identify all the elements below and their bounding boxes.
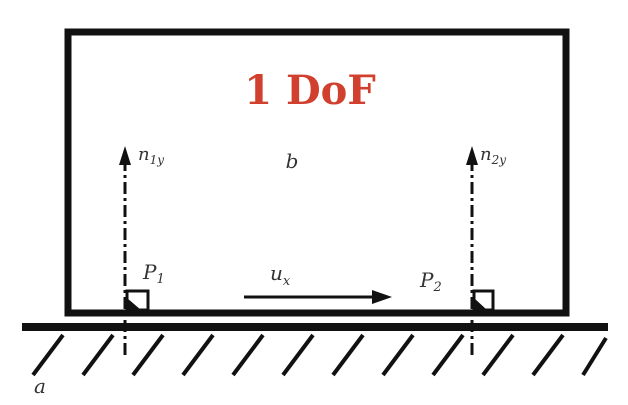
point-1-label-sub: 1 <box>156 272 164 287</box>
displacement-arrowhead <box>372 290 392 304</box>
title-text: 1 DoF <box>244 67 376 114</box>
normal-1-label-sub: 1y <box>150 153 165 167</box>
body-b-rectangle <box>64 28 570 317</box>
ground-label: a <box>34 374 46 398</box>
contact-2-fill-wedge <box>474 298 487 310</box>
normal-1-label-main: n <box>138 144 150 165</box>
displacement-label-main: u <box>270 261 283 285</box>
normal-1-arrowhead <box>119 146 131 165</box>
contact-1-fill-wedge <box>127 298 141 310</box>
point-2-label-main: P <box>419 268 434 292</box>
normal-2-label: n2y <box>480 144 506 167</box>
point-2-label-sub: 2 <box>432 280 441 295</box>
normal-2-label-main: n <box>480 144 492 165</box>
normal-1-label: n1y <box>138 144 164 167</box>
displacement-label: ux <box>270 261 291 289</box>
normal-2-arrowhead <box>466 146 478 165</box>
body-label: b <box>286 149 299 173</box>
displacement-label-sub: x <box>283 274 291 289</box>
point-1-label: P1 <box>142 260 165 287</box>
ground-hatching <box>31 333 608 377</box>
point-2-label: P2 <box>419 268 442 295</box>
point-1-label-main: P <box>142 260 157 284</box>
normal-2-label-sub: 2y <box>491 153 507 167</box>
